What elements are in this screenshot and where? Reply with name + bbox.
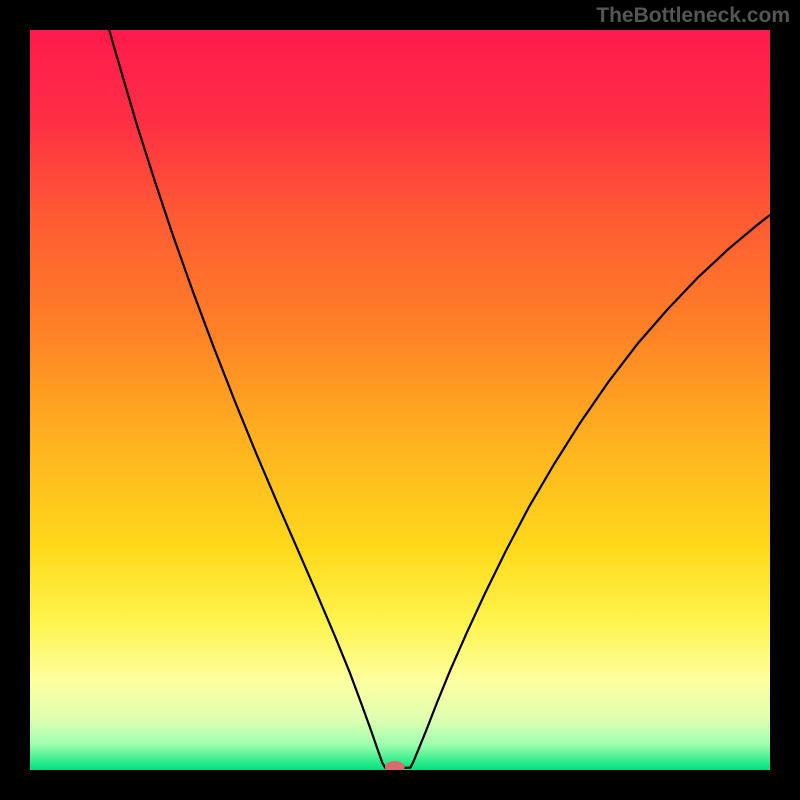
chart-container: TheBottleneck.com bbox=[0, 0, 800, 800]
bottleneck-chart bbox=[0, 0, 800, 800]
watermark-text: TheBottleneck.com bbox=[596, 4, 790, 28]
optimal-point-marker bbox=[385, 761, 405, 773]
